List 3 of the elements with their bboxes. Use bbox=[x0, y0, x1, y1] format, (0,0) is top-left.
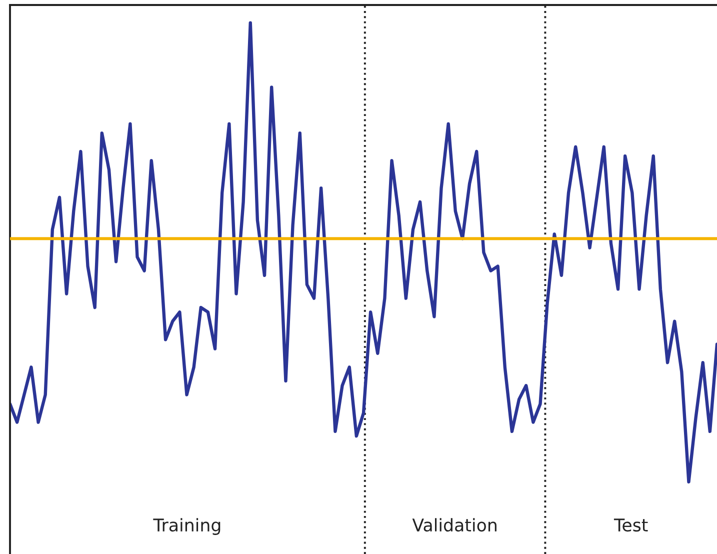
text: Training bbox=[153, 518, 220, 535]
text: Validation bbox=[412, 518, 496, 532]
text: Test bbox=[614, 518, 648, 532]
